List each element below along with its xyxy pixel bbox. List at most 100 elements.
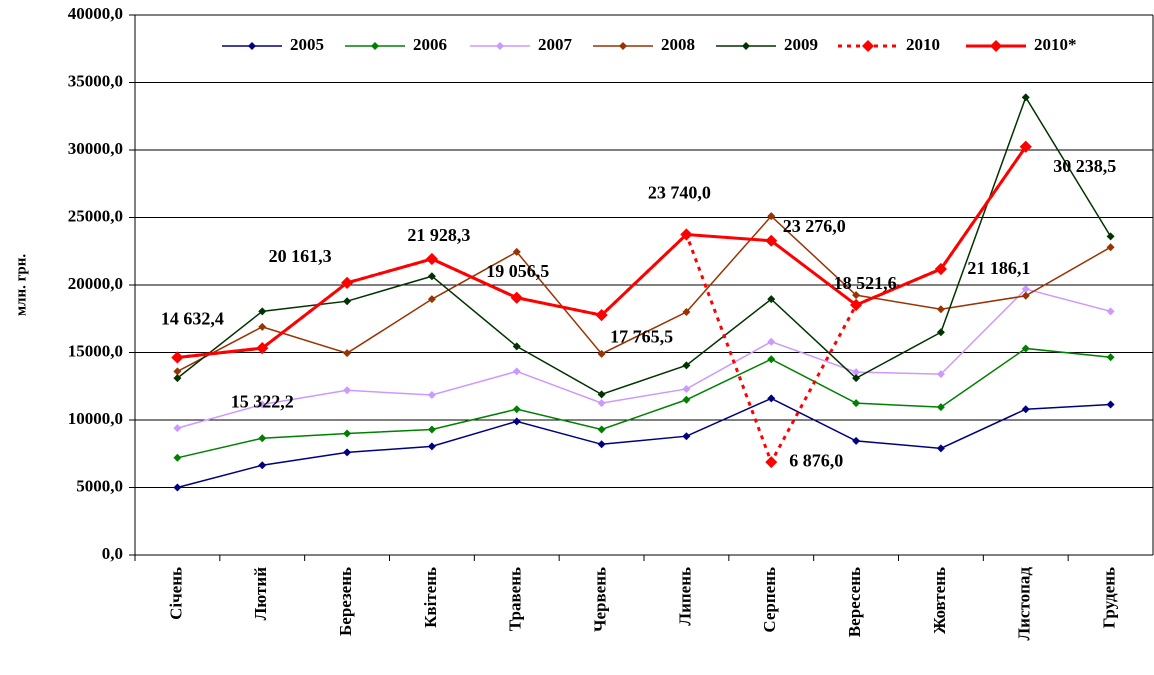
- y-tick-label: 25000,0: [68, 206, 123, 225]
- marker: [256, 342, 269, 355]
- data-label: 17 765,5: [610, 326, 673, 346]
- marker: [767, 394, 776, 403]
- marker: [427, 295, 436, 304]
- marker: [936, 305, 945, 314]
- marker: [767, 295, 776, 304]
- marker: [427, 425, 436, 434]
- y-tick-label: 15000,0: [68, 341, 123, 360]
- marker: [1106, 243, 1115, 252]
- marker: [258, 322, 267, 331]
- marker: [595, 309, 608, 322]
- y-tick-label: 30000,0: [68, 139, 123, 158]
- legend-label: 2005: [290, 35, 324, 54]
- marker: [682, 384, 691, 393]
- y-tick-label: 5000,0: [76, 476, 123, 495]
- legend-label: 2007: [538, 35, 573, 54]
- marker: [680, 228, 693, 241]
- y-tick-label: 40000,0: [68, 4, 123, 23]
- marker: [767, 355, 776, 364]
- marker: [427, 442, 436, 451]
- marker: [597, 440, 606, 449]
- marker: [512, 405, 521, 414]
- legend-marker: [619, 42, 627, 50]
- legend-marker: [248, 42, 256, 50]
- data-label: 19 056,5: [486, 261, 549, 281]
- x-tick-label: Лютий: [251, 567, 270, 621]
- marker: [512, 247, 521, 256]
- y-tick-label: 0,0: [102, 544, 123, 563]
- x-tick-label: Листопад: [1015, 567, 1034, 641]
- marker: [258, 434, 267, 443]
- legend-label: 2010: [906, 35, 940, 54]
- y-axis-label: млн. грн.: [13, 254, 29, 317]
- y-tick-label: 10000,0: [68, 409, 123, 428]
- y-tick-label: 35000,0: [68, 71, 123, 90]
- legend-label: 2010*: [1034, 35, 1077, 54]
- marker: [682, 395, 691, 404]
- x-tick-label: Грудень: [1099, 567, 1118, 628]
- marker: [767, 212, 776, 221]
- marker: [936, 328, 945, 337]
- marker: [173, 483, 182, 492]
- legend-marker: [990, 40, 1002, 52]
- marker: [427, 391, 436, 400]
- series-line: [177, 288, 1111, 429]
- marker: [343, 448, 352, 457]
- data-label: 30 238,5: [1053, 156, 1116, 176]
- marker: [343, 429, 352, 438]
- marker: [258, 461, 267, 470]
- marker: [1106, 353, 1115, 362]
- marker: [343, 386, 352, 395]
- x-tick-label: Вересень: [845, 567, 864, 637]
- marker: [512, 342, 521, 351]
- data-label: 23 276,0: [783, 216, 846, 236]
- marker: [173, 424, 182, 433]
- marker: [510, 291, 523, 304]
- data-label: 15 322,2: [231, 391, 294, 411]
- marker: [173, 453, 182, 462]
- marker: [1021, 344, 1030, 353]
- series-line: [177, 397, 1111, 489]
- y-tick-label: 20000,0: [68, 274, 123, 293]
- marker: [765, 456, 778, 469]
- marker: [767, 337, 776, 346]
- series-line: [177, 145, 1027, 466]
- x-tick-label: Жовтень: [930, 567, 949, 634]
- data-label: 6 876,0: [789, 450, 843, 470]
- marker: [258, 400, 267, 409]
- marker: [427, 272, 436, 281]
- marker: [682, 361, 691, 370]
- marker: [936, 403, 945, 412]
- x-tick-label: Серпень: [760, 567, 779, 633]
- marker: [1021, 93, 1030, 102]
- series-line: [176, 95, 1112, 396]
- marker: [258, 307, 267, 316]
- marker: [1021, 291, 1030, 300]
- legend-marker: [496, 42, 504, 50]
- data-label: 18 521,6: [834, 273, 897, 293]
- x-tick-label: Березень: [336, 567, 355, 636]
- marker: [852, 436, 861, 445]
- marker: [597, 425, 606, 434]
- data-label: 23 740,0: [648, 183, 711, 203]
- legend-marker: [371, 42, 379, 50]
- marker: [1106, 400, 1115, 409]
- marker: [682, 308, 691, 316]
- marker: [1106, 232, 1115, 241]
- data-label: 21 928,3: [407, 225, 470, 245]
- marker: [343, 297, 352, 306]
- legend-label: 2006: [413, 35, 447, 54]
- marker: [852, 291, 861, 300]
- marker: [425, 252, 438, 265]
- marker: [1106, 307, 1115, 316]
- legend-marker: [862, 40, 874, 52]
- marker: [173, 367, 182, 376]
- marker: [597, 349, 606, 358]
- marker: [852, 368, 861, 377]
- data-label: 21 186,1: [967, 258, 1030, 278]
- marker: [1021, 405, 1030, 414]
- marker: [936, 444, 945, 453]
- series-line: [177, 215, 1111, 373]
- data-label: 14 632,4: [161, 309, 224, 329]
